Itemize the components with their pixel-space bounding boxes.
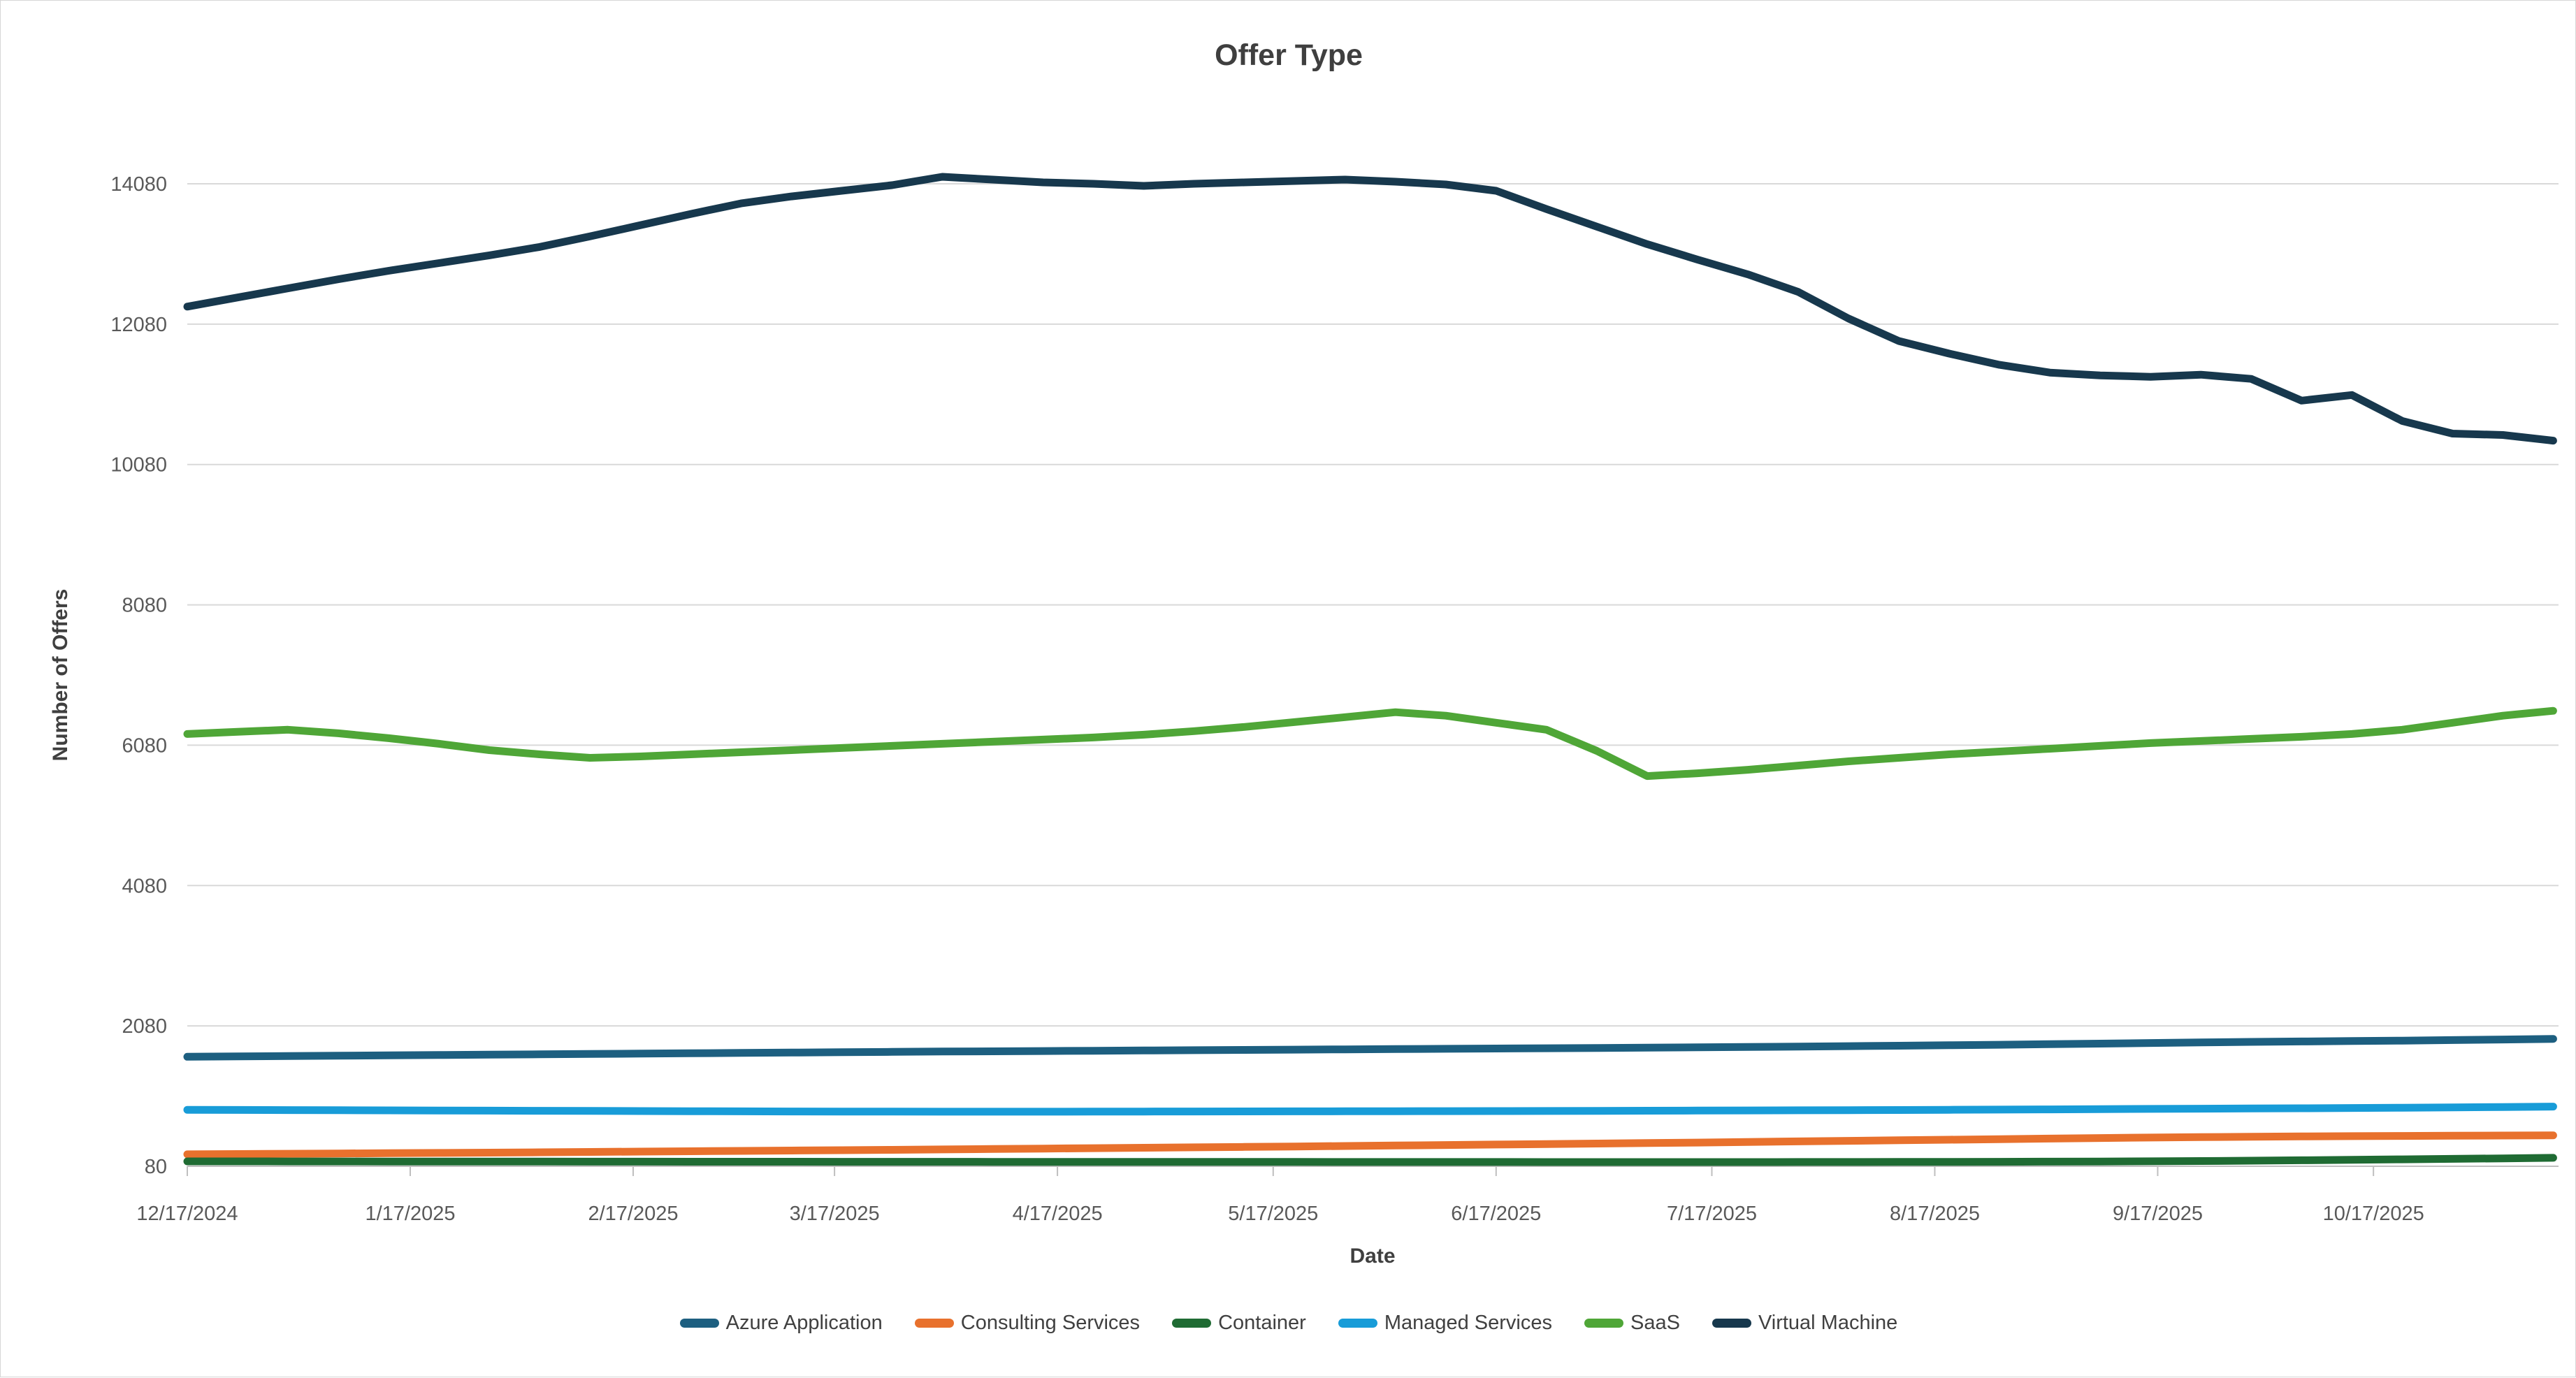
series-line-consulting-services[interactable]: [183, 1131, 2557, 1159]
legend-swatch-consulting-services: [914, 1319, 954, 1328]
axes: [187, 1166, 2559, 1176]
y-tick-label-80: 80: [145, 1156, 167, 1178]
y-tick-label-4080: 4080: [122, 875, 167, 897]
x-tick-label-1: 1/17/2025: [365, 1203, 455, 1225]
legend-swatch-container: [1172, 1319, 1212, 1328]
legend-swatch-managed-services: [1338, 1319, 1377, 1328]
legend-swatch-saas: [1584, 1319, 1623, 1328]
x-tick-label-7: 7/17/2025: [1667, 1203, 1757, 1225]
y-tick-label-14080: 14080: [110, 173, 167, 196]
legend-swatch-azure-application: [679, 1319, 719, 1328]
x-tick-label-5: 5/17/2025: [1228, 1203, 1318, 1225]
series-line-azure-application[interactable]: [183, 1035, 2557, 1061]
y-axis-title: Number of Offers: [49, 589, 72, 762]
legend-label-saas: SaaS: [1630, 1312, 1680, 1334]
x-tick-label-10: 10/17/2025: [2323, 1203, 2424, 1225]
legend-label-azure-application: Azure Application: [725, 1312, 883, 1334]
gridlines: [187, 183, 2559, 1027]
y-tick-label-6080: 6080: [122, 734, 167, 757]
legend-item-container[interactable]: Container: [1172, 1312, 1306, 1335]
legend-label-container: Container: [1218, 1312, 1306, 1334]
series-lines: [183, 173, 2557, 1166]
legend-item-saas[interactable]: SaaS: [1584, 1312, 1680, 1335]
x-tick-label-0: 12/17/2024: [136, 1203, 238, 1225]
series-line-saas[interactable]: [183, 706, 2557, 781]
legend-label-virtual-machine: Virtual Machine: [1758, 1312, 1898, 1334]
series-line-virtual-machine[interactable]: [183, 173, 2557, 445]
y-tick-label-12080: 12080: [110, 314, 167, 336]
y-tick-label-2080: 2080: [122, 1015, 167, 1038]
legend-item-managed-services[interactable]: Managed Services: [1338, 1312, 1552, 1335]
series-line-container[interactable]: [183, 1154, 2557, 1166]
chart-title: Offer Type: [1215, 38, 1363, 72]
x-axis-title: Date: [1349, 1245, 1395, 1268]
legend-label-consulting-services: Consulting Services: [960, 1312, 1141, 1334]
x-tick-label-8: 8/17/2025: [1890, 1203, 1980, 1225]
chart-legend: Azure Application Consulting Services Cont…: [1, 1312, 2576, 1335]
legend-item-consulting-services[interactable]: Consulting Services: [914, 1312, 1141, 1335]
x-tick-label-3: 3/17/2025: [790, 1203, 880, 1225]
x-tick-label-6: 6/17/2025: [1451, 1203, 1541, 1225]
y-tick-label-8080: 8080: [122, 595, 167, 617]
x-tick-label-4: 4/17/2025: [1013, 1203, 1103, 1225]
legend-label-managed-services: Managed Services: [1384, 1312, 1552, 1334]
y-tick-label-10080: 10080: [110, 454, 167, 477]
x-tick-label-9: 9/17/2025: [2113, 1203, 2203, 1225]
x-axis-tick-labels: 12/17/2024 1/17/2025 2/17/2025 3/17/2025 4/1…: [136, 1203, 2424, 1225]
x-tick-label-2: 2/17/2025: [588, 1203, 678, 1225]
legend-item-azure-application[interactable]: Azure Application: [679, 1312, 883, 1335]
legend-swatch-virtual-machine: [1712, 1319, 1751, 1328]
series-line-managed-services[interactable]: [183, 1103, 2557, 1116]
y-axis-tick-labels: 80 2080 4080 6080 8080 10080 12080 14080: [110, 173, 167, 1178]
legend-item-virtual-machine[interactable]: Virtual Machine: [1712, 1312, 1897, 1335]
